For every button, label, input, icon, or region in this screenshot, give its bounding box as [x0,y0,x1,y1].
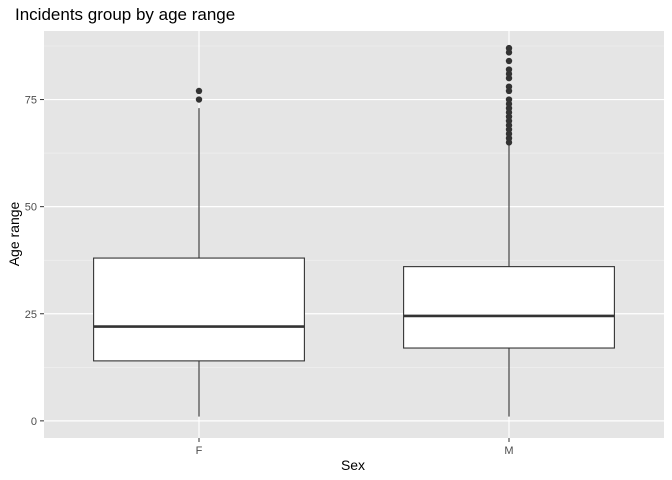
y-tick-label: 75 [25,95,37,107]
y-tick-label: 25 [25,309,37,321]
y-tick-label: 0 [31,416,37,428]
x-tick-label: M [504,445,513,457]
iqr-box [93,257,305,362]
outlier-point [505,96,513,103]
outlier-point [505,66,513,73]
boxes-group [93,44,615,417]
plot-panel [44,31,664,438]
outlier-point [195,96,203,103]
x-tick-label: F [196,445,203,457]
iqr-box [403,266,615,349]
chart-title: Incidents group by age range [15,5,235,24]
y-axis-title: Age range [6,201,22,266]
outlier-point [505,44,513,52]
box-f [93,87,305,417]
x-axis-title: Sex [341,457,365,473]
y-tick-label: 50 [25,202,37,214]
outlier-point [505,57,513,65]
outlier-point [195,87,203,95]
y-axis-ticks: 0 25 50 75 [25,95,44,428]
box-m [403,44,615,417]
outlier-point [505,83,513,90]
